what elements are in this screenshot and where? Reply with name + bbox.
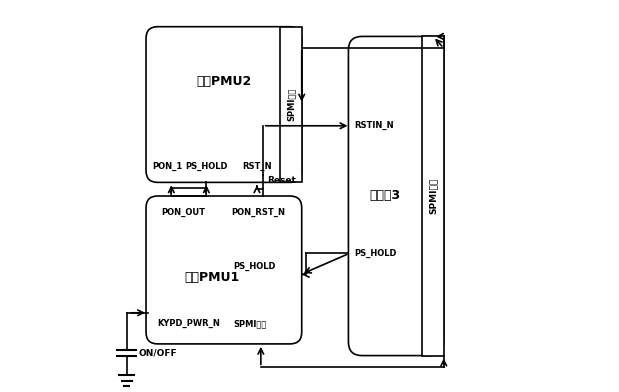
Text: PS_HOLD: PS_HOLD	[233, 261, 276, 270]
Text: PON_OUT: PON_OUT	[162, 208, 206, 217]
Text: 处理器3: 处理器3	[370, 189, 401, 203]
Text: KYPD_PWR_N: KYPD_PWR_N	[158, 319, 220, 328]
Text: PON_1: PON_1	[152, 162, 183, 171]
FancyBboxPatch shape	[146, 196, 301, 344]
Text: SPMI接口: SPMI接口	[233, 319, 267, 328]
Text: ON/OFF: ON/OFF	[138, 348, 177, 358]
Text: 第二PMU2: 第二PMU2	[196, 75, 251, 88]
Text: PON_RST_N: PON_RST_N	[232, 208, 285, 217]
Text: SPMI接口: SPMI接口	[287, 88, 295, 121]
Bar	[280, 27, 301, 182]
Text: PS_HOLD: PS_HOLD	[354, 249, 397, 258]
Text: Reset: Reset	[267, 176, 295, 185]
Text: RST_N: RST_N	[242, 162, 272, 171]
Text: PS_HOLD: PS_HOLD	[185, 162, 228, 171]
Text: RSTIN_N: RSTIN_N	[354, 121, 394, 131]
Text: SPMI接口: SPMI接口	[428, 178, 438, 214]
FancyBboxPatch shape	[348, 36, 444, 356]
Text: 第一PMU1: 第一PMU1	[184, 271, 240, 284]
Bar	[422, 36, 444, 356]
FancyBboxPatch shape	[146, 27, 301, 182]
